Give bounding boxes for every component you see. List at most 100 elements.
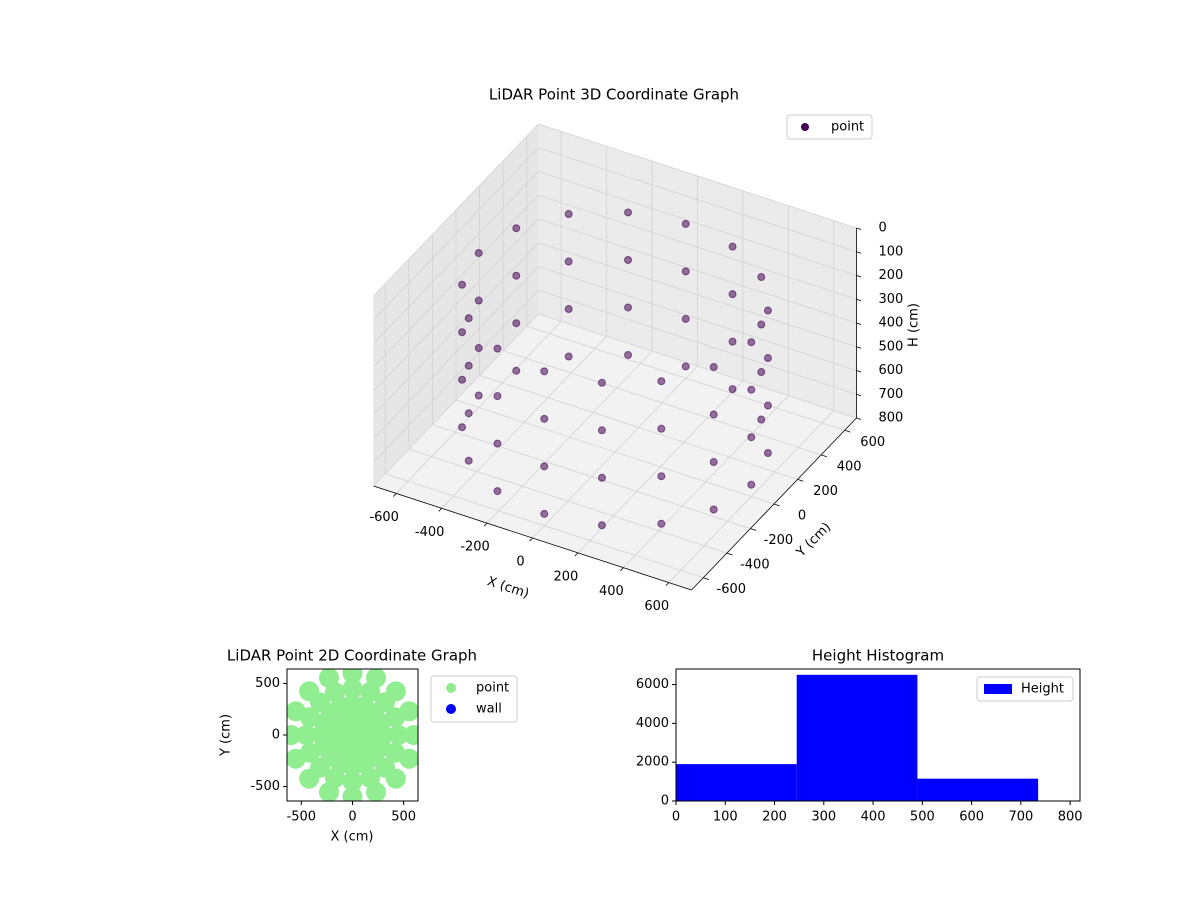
point: [403, 725, 418, 745]
x-tick-label: 400: [599, 584, 624, 599]
x-tick-label: -400: [415, 525, 445, 540]
x-tick-label: -600: [369, 510, 399, 525]
point: [681, 362, 690, 371]
z-tick-label: 700: [879, 387, 904, 402]
point: [493, 344, 502, 353]
x-tick-label: 700: [1008, 810, 1033, 825]
point: [564, 210, 573, 219]
point: [564, 257, 573, 266]
y-tick-label: 0: [661, 794, 669, 809]
y-tick-label: 200: [813, 484, 838, 499]
legend-marker: [801, 123, 809, 131]
point: [728, 337, 737, 346]
point: [296, 725, 317, 745]
tick-mark: [574, 552, 579, 557]
grid-line: [538, 194, 857, 300]
x-tick-label: -500: [287, 810, 317, 825]
z-tick-label: 400: [879, 316, 904, 331]
tick-mark: [856, 275, 862, 278]
point: [763, 449, 772, 458]
legend-marker: [446, 704, 456, 714]
point: [728, 290, 737, 299]
x-tick-label: 600: [644, 599, 669, 614]
point: [287, 725, 302, 745]
tick-mark: [726, 552, 733, 556]
x-tick-label: 600: [959, 810, 984, 825]
tick-mark: [856, 346, 862, 349]
grid-line: [538, 123, 857, 229]
x-tick-label: 0: [516, 555, 524, 570]
tick-mark: [483, 522, 488, 527]
bar: [676, 764, 797, 801]
point: [597, 426, 606, 435]
grid-line: [538, 313, 857, 419]
grid-line: [373, 289, 539, 463]
point: [464, 361, 473, 370]
tick-mark: [844, 429, 851, 433]
point: [540, 509, 549, 518]
point: [540, 462, 549, 471]
point: [747, 480, 756, 489]
point: [757, 320, 766, 329]
point: [564, 305, 573, 314]
point: [540, 414, 549, 423]
grid-line: [538, 242, 857, 348]
tick-mark: [856, 251, 862, 254]
x-tick-label: 500: [391, 810, 416, 825]
point: [624, 303, 633, 312]
x-tick-label: 0: [348, 810, 356, 825]
point: [388, 725, 409, 745]
point: [597, 378, 606, 387]
point: [757, 368, 766, 377]
point: [493, 487, 502, 496]
point: [763, 354, 772, 363]
tick-mark: [665, 582, 670, 586]
legend-label: point: [831, 120, 864, 135]
legend-label: Height: [1021, 682, 1064, 697]
tick-mark: [529, 537, 533, 542]
x-tick-label: 800: [1058, 810, 1083, 825]
z-tick-label: 0: [879, 221, 887, 236]
grid-line: [385, 473, 704, 579]
z-tick-label: 600: [879, 363, 904, 378]
y-tick-label: 0: [798, 509, 806, 524]
grid-line: [538, 266, 857, 371]
point: [624, 255, 633, 264]
point: [474, 344, 483, 353]
tick-mark: [856, 227, 862, 230]
point: [681, 267, 690, 276]
legend-marker: [984, 684, 1012, 694]
x-axis-label: X (cm): [331, 830, 374, 845]
z-axis-label: H (cm): [907, 303, 922, 347]
grid-line: [538, 289, 857, 395]
point: [342, 786, 363, 801]
z-tick-label: 100: [879, 244, 904, 259]
point: [757, 273, 766, 282]
z-tick-label: 300: [879, 292, 904, 307]
point: [747, 338, 756, 347]
x-tick-label: 300: [811, 810, 836, 825]
y-tick-label: 4000: [636, 716, 669, 731]
point: [624, 350, 633, 359]
point: [474, 391, 483, 400]
y-tick-label: -500: [250, 779, 280, 794]
point: [747, 385, 756, 394]
point: [493, 439, 502, 448]
bar: [917, 778, 1039, 801]
tick-mark: [856, 298, 862, 302]
y-tick-label: 600: [860, 435, 885, 450]
point: [342, 669, 363, 684]
point: [512, 366, 521, 375]
y-tick-label: 400: [837, 459, 862, 474]
x-tick-label: 200: [762, 810, 787, 825]
point: [493, 392, 502, 401]
point: [709, 363, 718, 372]
grid-line: [432, 424, 751, 529]
point: [763, 306, 772, 315]
chart-title: LiDAR Point 2D Coordinate Graph: [227, 647, 477, 665]
tick-mark: [750, 528, 757, 531]
x-tick-label: 100: [713, 810, 738, 825]
tick-mark: [797, 479, 804, 482]
tick-mark: [392, 493, 397, 497]
